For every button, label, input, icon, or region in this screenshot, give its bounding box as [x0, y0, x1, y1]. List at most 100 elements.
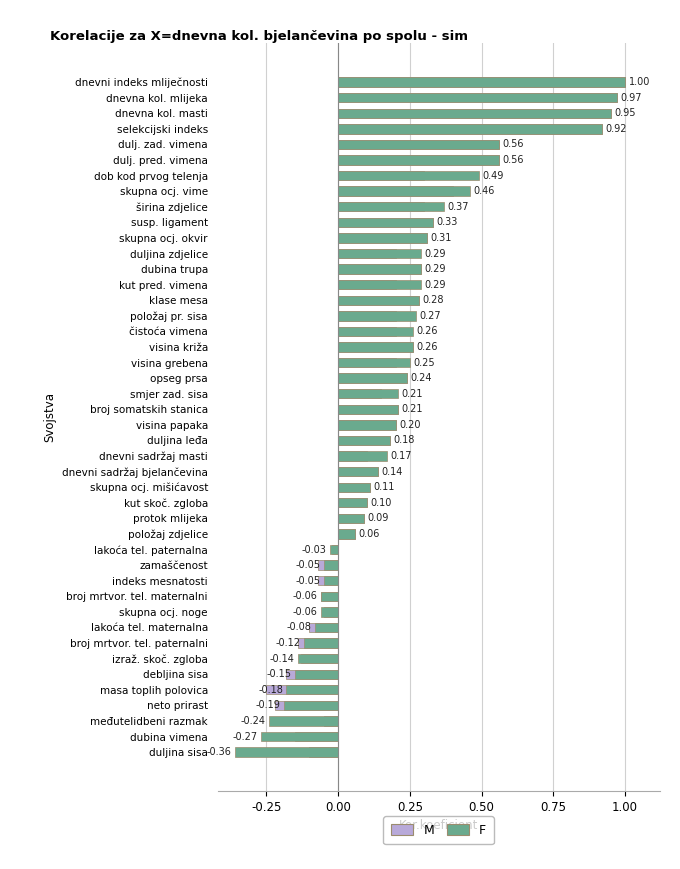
- Bar: [338, 374, 407, 383]
- Bar: [338, 342, 413, 352]
- Bar: [324, 716, 338, 726]
- Bar: [338, 342, 413, 352]
- Text: 0.92: 0.92: [606, 124, 627, 134]
- Text: Korelacije za X=dnevna kol. bjelančevina po spolu - sim: Korelacije za X=dnevna kol. bjelančevina…: [50, 30, 468, 43]
- Bar: [284, 700, 338, 710]
- Bar: [321, 607, 338, 617]
- Text: -0.12: -0.12: [275, 638, 301, 648]
- Bar: [338, 264, 422, 274]
- Bar: [338, 482, 370, 492]
- Bar: [338, 249, 422, 258]
- Bar: [338, 421, 396, 429]
- Bar: [338, 124, 602, 134]
- Text: 0.28: 0.28: [422, 295, 443, 305]
- Bar: [318, 561, 338, 570]
- Bar: [338, 436, 390, 445]
- Bar: [295, 732, 338, 741]
- Bar: [338, 140, 499, 149]
- Bar: [338, 421, 396, 429]
- Bar: [338, 311, 415, 321]
- Text: -0.06: -0.06: [292, 607, 318, 617]
- Bar: [298, 654, 338, 663]
- Bar: [338, 514, 364, 523]
- Bar: [338, 389, 381, 398]
- Bar: [295, 669, 338, 679]
- Text: 0.46: 0.46: [473, 186, 495, 196]
- Bar: [318, 576, 338, 586]
- Text: 0.29: 0.29: [425, 280, 446, 289]
- Bar: [338, 233, 427, 242]
- Bar: [260, 732, 338, 741]
- Text: -0.05: -0.05: [295, 561, 320, 570]
- Text: -0.06: -0.06: [292, 591, 318, 601]
- Bar: [304, 639, 338, 647]
- Text: 0.49: 0.49: [482, 170, 504, 181]
- Text: 0.20: 0.20: [399, 420, 420, 430]
- Bar: [338, 451, 387, 461]
- Text: 0.21: 0.21: [402, 388, 424, 399]
- Bar: [338, 436, 390, 445]
- Bar: [275, 700, 338, 710]
- Bar: [321, 592, 338, 601]
- Text: -0.27: -0.27: [232, 732, 257, 741]
- Text: 0.27: 0.27: [419, 311, 441, 321]
- Bar: [338, 217, 433, 227]
- Text: 0.95: 0.95: [614, 109, 636, 118]
- Bar: [338, 187, 453, 196]
- Bar: [338, 498, 367, 507]
- Text: -0.24: -0.24: [241, 716, 266, 726]
- Bar: [235, 747, 338, 757]
- Text: 0.33: 0.33: [437, 217, 458, 228]
- Bar: [316, 623, 338, 632]
- Bar: [338, 280, 422, 289]
- Legend: M, F: M, F: [384, 816, 494, 845]
- Text: 0.29: 0.29: [425, 249, 446, 258]
- Bar: [338, 529, 356, 539]
- Bar: [338, 202, 424, 211]
- Bar: [338, 467, 378, 476]
- Bar: [338, 109, 611, 118]
- Bar: [338, 389, 398, 398]
- Bar: [338, 405, 398, 414]
- Text: 0.29: 0.29: [425, 264, 446, 274]
- Text: -0.19: -0.19: [255, 700, 280, 710]
- Bar: [338, 498, 367, 507]
- Bar: [324, 561, 338, 570]
- Bar: [333, 545, 338, 554]
- Bar: [321, 592, 338, 601]
- Text: -0.05: -0.05: [295, 576, 320, 586]
- Bar: [338, 467, 378, 476]
- Bar: [338, 77, 625, 87]
- Bar: [338, 264, 422, 274]
- Bar: [338, 124, 602, 134]
- Text: 0.06: 0.06: [359, 529, 380, 539]
- Bar: [309, 623, 338, 632]
- Text: -0.08: -0.08: [287, 622, 311, 633]
- Bar: [267, 685, 338, 694]
- Bar: [338, 217, 433, 227]
- Bar: [338, 171, 479, 180]
- Text: 0.11: 0.11: [373, 482, 394, 492]
- Bar: [338, 311, 396, 321]
- Bar: [324, 576, 338, 586]
- Text: 0.37: 0.37: [448, 202, 469, 212]
- Bar: [338, 358, 396, 368]
- Text: 0.56: 0.56: [503, 139, 524, 149]
- Text: 0.26: 0.26: [416, 342, 438, 352]
- Bar: [338, 482, 370, 492]
- Text: -0.15: -0.15: [267, 669, 292, 680]
- Text: 0.56: 0.56: [503, 155, 524, 165]
- Text: 0.24: 0.24: [411, 373, 432, 383]
- Text: 0.10: 0.10: [371, 498, 392, 507]
- Bar: [338, 295, 418, 305]
- Text: -0.36: -0.36: [207, 747, 231, 757]
- Text: 0.14: 0.14: [381, 467, 403, 477]
- Bar: [269, 716, 338, 726]
- Bar: [338, 405, 398, 414]
- Text: -0.03: -0.03: [301, 545, 326, 554]
- Text: -0.18: -0.18: [258, 685, 283, 695]
- Bar: [338, 156, 499, 165]
- Bar: [338, 93, 617, 103]
- X-axis label: Kor.koeficient: Kor.koeficient: [399, 819, 478, 833]
- Bar: [338, 529, 356, 539]
